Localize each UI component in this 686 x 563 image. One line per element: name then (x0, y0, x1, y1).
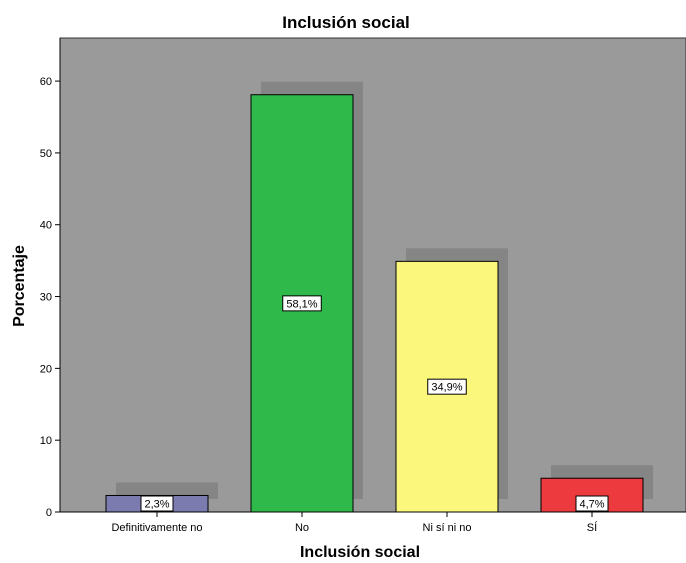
data-label-box (575, 495, 609, 512)
data-label-box (282, 295, 322, 312)
y-tick-label: 40 (40, 220, 52, 232)
y-tick-label: 20 (40, 363, 52, 375)
chart-title: Inclusión social (282, 13, 410, 32)
y-axis: 0 10 20 30 40 50 60 (40, 38, 61, 519)
y-tick-label: 0 (46, 507, 52, 519)
y-tick-label: 10 (40, 435, 52, 447)
data-label: 2,3% (144, 499, 169, 511)
data-label: 4,7% (579, 499, 604, 511)
x-axis: Definitivamente no No Ni sí ni no SÍ (60, 511, 686, 534)
bar-shadow (116, 482, 218, 499)
y-tick-label: 30 (40, 292, 52, 304)
data-label-box (140, 495, 174, 512)
y-axis-title: Porcentaje (11, 245, 28, 327)
plot-area (59, 37, 686, 513)
x-category-label: SÍ (587, 521, 598, 534)
y-tick-label: 50 (40, 148, 52, 160)
data-label-layer: 2,3% 58,1% 34,9% 4,7% (140, 295, 609, 512)
x-category-label: Definitivamente no (111, 522, 202, 534)
data-label-box (427, 378, 467, 395)
y-tick-label: 60 (40, 76, 52, 88)
x-category-label: Ni sí ni no (423, 522, 472, 534)
bar-layer (105, 94, 644, 513)
data-label: 58,1% (286, 298, 317, 310)
data-label: 34,9% (431, 382, 462, 394)
x-axis-title: Inclusión social (300, 544, 420, 561)
x-category-label: No (295, 522, 309, 534)
